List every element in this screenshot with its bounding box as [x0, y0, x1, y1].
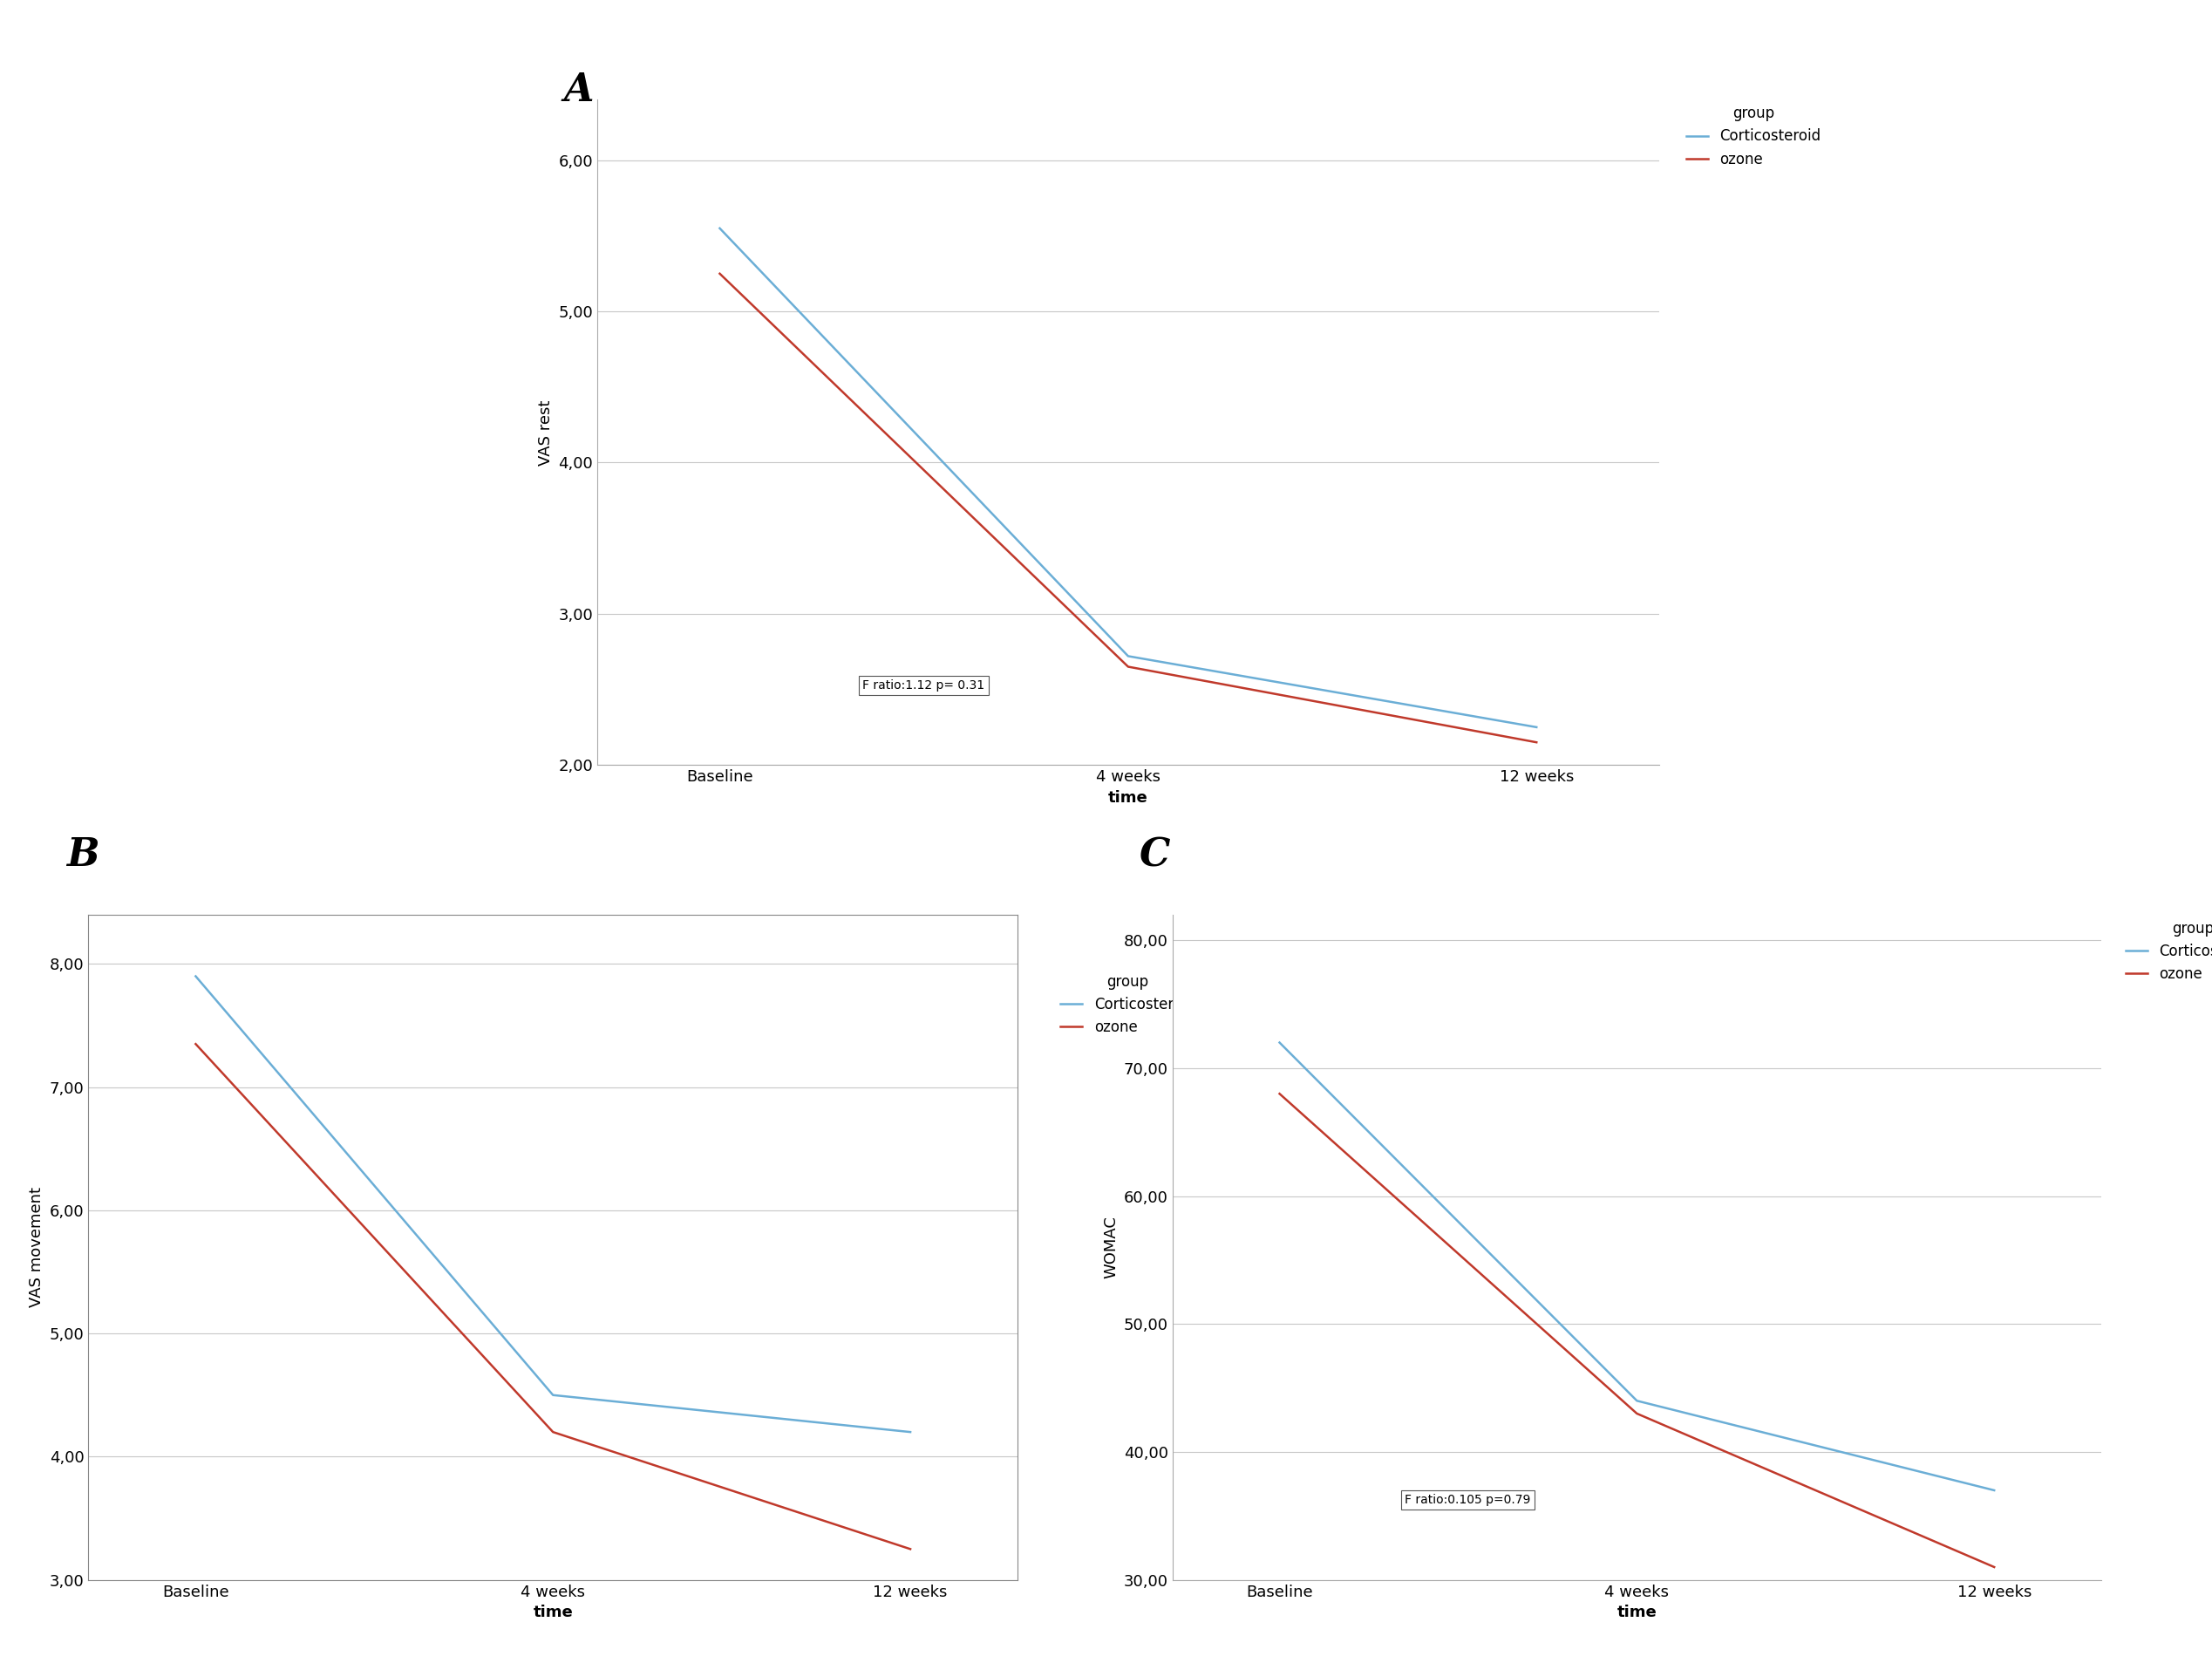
Legend: Corticosteroid, ozone: Corticosteroid, ozone	[1055, 968, 1201, 1041]
Y-axis label: WOMAC: WOMAC	[1104, 1216, 1119, 1279]
Text: B: B	[66, 836, 100, 875]
Legend: Corticosteroid, ozone: Corticosteroid, ozone	[1681, 100, 1827, 173]
X-axis label: time: time	[533, 1605, 573, 1620]
Y-axis label: VAS movement: VAS movement	[29, 1187, 44, 1307]
Text: A: A	[564, 72, 595, 110]
X-axis label: time: time	[1617, 1605, 1657, 1620]
Text: C: C	[1139, 836, 1170, 875]
Text: F ratio:1.12 p= 0.31: F ratio:1.12 p= 0.31	[863, 679, 984, 692]
Legend: Corticosteroid, ozone: Corticosteroid, ozone	[2119, 915, 2212, 988]
Text: F ratio:0.105 p=0.79: F ratio:0.105 p=0.79	[1405, 1493, 1531, 1507]
X-axis label: time: time	[1108, 790, 1148, 805]
Y-axis label: VAS rest: VAS rest	[538, 399, 553, 466]
